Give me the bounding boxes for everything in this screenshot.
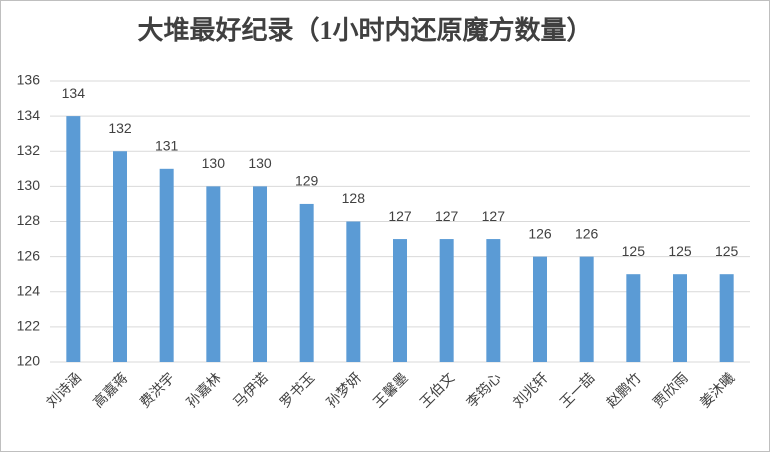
bar [673,274,687,362]
data-label: 125 [622,243,646,259]
y-tick-label: 122 [17,318,41,334]
data-label: 127 [482,208,506,224]
bar [393,239,407,362]
data-label: 125 [715,243,739,259]
y-tick-label: 120 [17,353,41,369]
bar [626,274,641,362]
data-label: 126 [528,225,552,241]
chart-title: 大堆最好纪录（1小时内还原魔方数量） [137,15,592,45]
data-label: 129 [295,173,319,189]
bar [253,186,267,362]
bar [346,221,361,362]
bar [206,186,221,362]
bar [66,116,81,362]
bar [533,256,547,362]
data-label: 131 [155,138,179,154]
bar [299,203,314,362]
y-tick-label: 134 [17,107,41,123]
data-label: 127 [435,208,459,224]
y-tick-label: 124 [17,282,41,298]
data-label: 126 [575,225,599,241]
y-tick-label: 132 [17,142,41,158]
data-label: 125 [668,243,692,259]
y-tick-label: 130 [17,177,41,193]
bar [486,239,501,362]
bar [719,274,734,362]
data-label: 128 [342,190,366,206]
y-tick-label: 136 [17,72,41,88]
data-label: 127 [388,208,412,224]
bar [113,151,127,362]
bar [439,239,454,362]
y-tick-label: 128 [17,212,41,228]
y-tick-label: 126 [17,247,41,263]
data-label: 130 [202,155,226,171]
bar [579,256,594,362]
bar [159,168,174,362]
data-label: 134 [62,85,86,101]
data-label: 132 [108,120,132,136]
data-label: 130 [248,155,272,171]
